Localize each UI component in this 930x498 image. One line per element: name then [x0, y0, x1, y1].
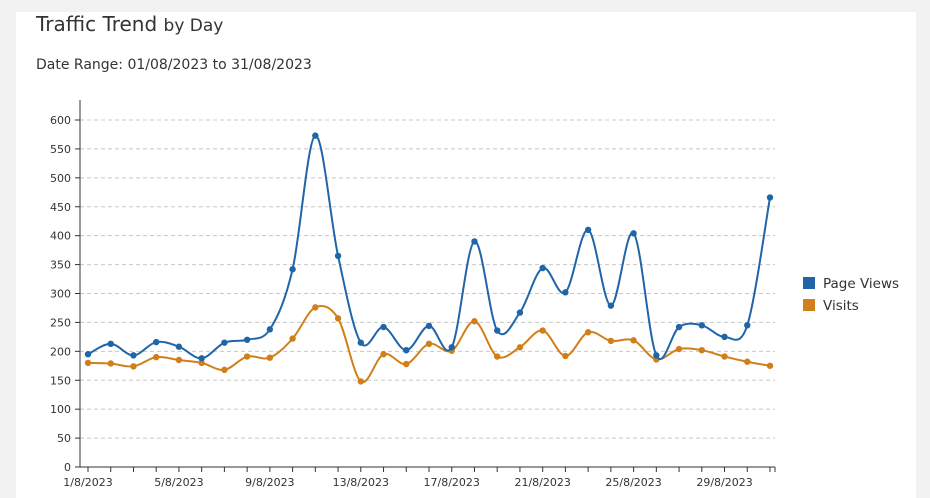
legend-swatch-visits — [803, 299, 815, 311]
x-tick-label: 13/8/2023 — [333, 476, 389, 489]
y-tick-label: 450 — [50, 201, 71, 214]
y-tick-label: 0 — [64, 461, 71, 474]
data-point-visits — [698, 346, 705, 354]
legend-label-visits: Visits — [823, 298, 859, 314]
y-tick-label: 550 — [50, 143, 71, 156]
data-point-page-views — [403, 346, 410, 354]
data-point-visits — [357, 378, 364, 385]
data-point-visits — [198, 359, 205, 367]
data-point-page-views — [471, 238, 478, 245]
y-tick-label: 250 — [50, 316, 71, 329]
data-point-page-views — [448, 344, 455, 351]
x-tick-label: 5/8/2023 — [154, 476, 203, 489]
data-point-page-views — [425, 322, 433, 330]
data-point-page-views — [175, 343, 183, 350]
data-point-page-views — [630, 230, 637, 237]
data-point-page-views — [562, 289, 569, 296]
chart-card: Traffic Trend by Day Date Range: 01/08/2… — [16, 12, 916, 498]
x-tick-label: 25/8/2023 — [605, 476, 661, 489]
data-point-page-views — [539, 264, 546, 272]
data-point-page-views — [130, 352, 137, 359]
y-tick-label: 200 — [50, 345, 71, 358]
data-point-page-views — [153, 338, 160, 346]
y-tick-label: 350 — [50, 259, 71, 272]
y-tick-label: 100 — [50, 403, 71, 416]
data-point-visits — [403, 360, 410, 368]
data-point-page-views — [357, 339, 364, 346]
chart-title-suffix: by Day — [163, 16, 224, 36]
data-point-visits — [562, 352, 569, 360]
y-tick-label: 150 — [50, 374, 71, 387]
data-point-page-views — [84, 351, 92, 358]
data-point-visits — [584, 329, 592, 336]
y-tick-label: 400 — [50, 230, 71, 243]
data-point-page-views — [744, 322, 751, 329]
data-point-visits — [221, 366, 228, 374]
x-tick-label: 17/8/2023 — [424, 476, 480, 489]
data-point-page-views — [243, 336, 251, 343]
data-point-visits — [721, 353, 728, 360]
data-point-page-views — [516, 309, 524, 316]
data-point-page-views — [494, 327, 501, 334]
data-point-page-views — [675, 323, 683, 331]
chart-title-main: Traffic Trend — [36, 12, 158, 36]
data-point-visits — [312, 304, 319, 311]
data-point-visits — [266, 354, 274, 361]
y-tick-label: 600 — [50, 114, 71, 127]
y-tick-label: 500 — [50, 172, 71, 185]
data-point-visits — [494, 353, 501, 360]
data-point-visits — [380, 351, 387, 358]
data-point-visits — [744, 358, 751, 365]
legend-swatch-page-views — [803, 277, 815, 289]
data-point-visits — [107, 360, 114, 367]
x-tick-label: 1/8/2023 — [63, 476, 112, 489]
y-tick-label: 300 — [50, 288, 71, 301]
data-point-visits — [630, 337, 637, 344]
data-point-visits — [516, 344, 524, 351]
y-tick-label: 50 — [57, 432, 71, 445]
data-point-page-views — [334, 252, 342, 260]
data-point-visits — [766, 362, 774, 369]
data-point-page-views — [198, 355, 205, 362]
data-point-visits — [334, 315, 342, 322]
data-point-visits — [289, 335, 296, 342]
data-point-page-views — [380, 323, 387, 331]
data-point-page-views — [766, 194, 774, 201]
data-point-visits — [425, 340, 433, 348]
data-point-visits — [130, 363, 137, 370]
data-point-page-views — [721, 333, 728, 341]
data-point-page-views — [653, 352, 660, 359]
x-tick-label: 21/8/2023 — [514, 476, 570, 489]
data-point-visits — [153, 353, 160, 361]
data-point-visits — [607, 337, 615, 345]
data-point-page-views — [266, 326, 274, 333]
data-point-page-views — [289, 266, 296, 273]
x-tick-label: 9/8/2023 — [245, 476, 294, 489]
data-point-page-views — [584, 226, 592, 234]
date-range-label: Date Range: 01/08/2023 to 31/08/2023 — [36, 57, 312, 73]
data-point-visits — [539, 327, 546, 334]
data-point-page-views — [698, 322, 705, 329]
data-point-visits — [175, 356, 183, 364]
data-point-visits — [243, 353, 251, 360]
data-point-page-views — [607, 302, 615, 309]
x-tick-label: 29/8/2023 — [696, 476, 752, 489]
legend-label-page-views: Page Views — [823, 276, 899, 292]
data-point-visits — [675, 345, 683, 353]
data-point-visits — [84, 359, 92, 367]
data-point-page-views — [107, 340, 114, 348]
data-point-visits — [471, 318, 478, 325]
data-point-page-views — [221, 339, 228, 346]
chart-title: Traffic Trend by Day — [36, 12, 223, 36]
data-point-page-views — [312, 132, 319, 139]
